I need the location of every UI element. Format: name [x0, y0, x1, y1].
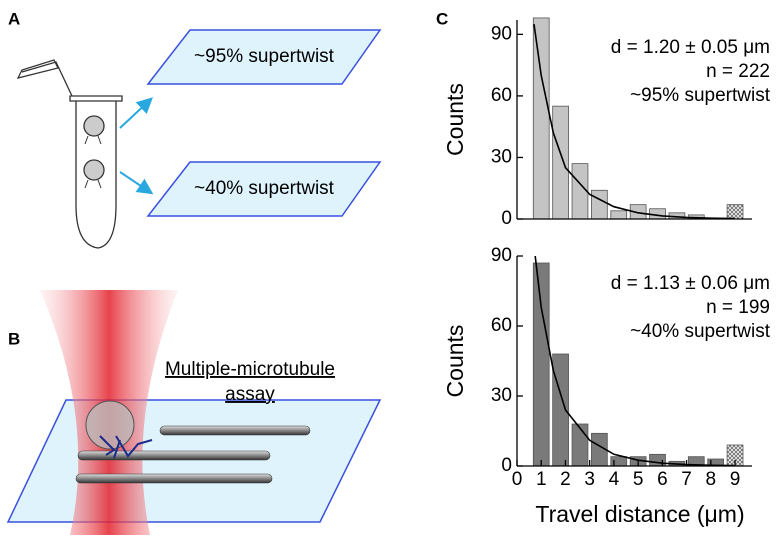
y-tick-label: 60	[491, 315, 512, 336]
bar	[610, 210, 628, 220]
x-tick-label: 9	[730, 469, 741, 490]
bead	[85, 400, 135, 450]
annotation: n = 222	[706, 61, 770, 82]
bar	[649, 453, 666, 467]
bar	[591, 189, 608, 220]
annotation: n = 199	[706, 297, 770, 318]
bar	[571, 423, 589, 467]
tube	[16, 59, 123, 249]
plane-label: ~95% supertwist	[194, 46, 335, 67]
annotation: ~40% supertwist	[630, 321, 771, 342]
bar	[571, 163, 589, 220]
plane	[146, 29, 382, 85]
y-axis-label: Counts	[442, 325, 468, 398]
bar	[532, 262, 550, 467]
x-axis-label: Travel distance (μm)	[535, 501, 744, 527]
x-tick-label: 3	[584, 469, 595, 490]
fit-curve	[534, 255, 736, 467]
annotation: ~95% supertwist	[630, 85, 771, 106]
motors	[99, 435, 153, 459]
x-tick-label: 8	[706, 469, 717, 490]
bar	[532, 17, 550, 220]
y-tick-label: 60	[491, 85, 512, 106]
x-tick-label: 1	[536, 469, 547, 490]
x-tick-label: 4	[609, 469, 620, 490]
x-tick-label: 2	[560, 469, 571, 490]
plane	[146, 161, 382, 217]
panel-label: B	[8, 329, 20, 348]
y-tick-label: 30	[491, 146, 512, 167]
x-tick-label: 6	[657, 469, 668, 490]
annotation: d = 1.20 ± 0.05 μm	[611, 37, 770, 58]
caption: assay	[225, 384, 275, 405]
y-tick-label: 0	[501, 455, 512, 476]
bar	[552, 105, 569, 220]
caption: Multiple-microtubule	[165, 359, 335, 380]
y-tick-label: 30	[491, 385, 512, 406]
annotation: d = 1.13 ± 0.06 μm	[611, 273, 770, 294]
panel-label: A	[8, 9, 20, 28]
y-tick-label: 90	[491, 245, 512, 266]
panel-label: C	[436, 9, 448, 28]
y-tick-label: 0	[501, 208, 512, 229]
x-tick-label: 0	[512, 469, 523, 490]
arrows	[119, 97, 154, 195]
x-tick-label: 5	[633, 469, 644, 490]
plane-label: ~40% supertwist	[194, 178, 335, 199]
overflow-bar	[726, 204, 744, 220]
x-tick-label: 7	[681, 469, 692, 490]
y-tick-label: 90	[491, 23, 512, 44]
glass	[6, 399, 382, 523]
y-axis-label: Counts	[442, 83, 468, 156]
fit-curve	[533, 23, 736, 220]
bar	[610, 456, 628, 467]
